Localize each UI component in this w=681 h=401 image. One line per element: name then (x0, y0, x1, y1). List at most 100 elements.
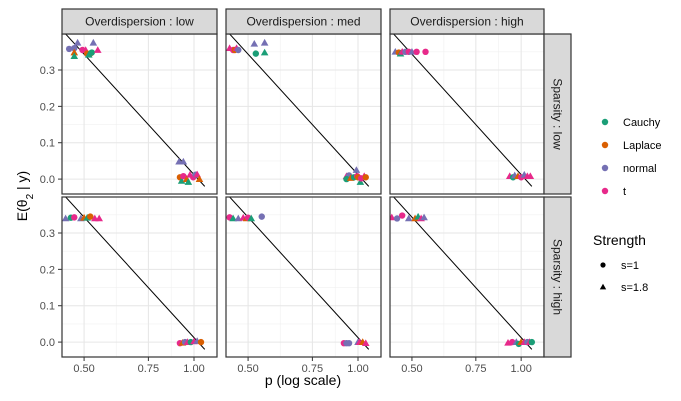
panel-1-2 (389, 196, 545, 358)
data-point-t-s18 (361, 339, 370, 347)
data-point-cauchy-s18 (229, 214, 237, 222)
strip-col-2: Overdispersion : high (389, 8, 545, 35)
strip-label-overdispersion: Overdispersion : high (410, 15, 523, 29)
data-point-cauchy-s18 (84, 50, 93, 58)
data-point-normal-s1 (393, 215, 401, 222)
panel-0-1 (225, 33, 382, 195)
legend: Cauchy Laplace normal t Strength s=1 s=1.8 (593, 117, 662, 294)
data-point-normal-s1 (258, 213, 265, 220)
data-point-cauchy-s18 (70, 52, 79, 60)
y-tick-label: 0.1 (40, 138, 55, 150)
axes-layer: 0.0 0.1 0.2 0.3 0.0 0.1 0.2 0.3 0.50 0.75 1.00 0.50… (40, 65, 532, 375)
data-point-laplace-s1 (197, 338, 205, 346)
data-point-cauchy-s18 (247, 214, 256, 222)
y-tick-label: 0.3 (40, 65, 55, 77)
strip-row-0: Sparsity : low (543, 33, 572, 195)
x-tick-label: 0.50 (237, 363, 258, 375)
data-point-normal-s18 (260, 38, 269, 46)
data-point-cauchy-s18 (177, 177, 186, 184)
panel-border (61, 196, 218, 358)
x-tick-label: 1.00 (183, 363, 204, 375)
legend-label-cauchy: Cauchy (623, 117, 661, 129)
data-point-normal-s18 (250, 40, 259, 47)
panel-0-0 (61, 33, 218, 195)
strip-label-overdispersion: Overdispersion : low (85, 15, 194, 29)
legend-title-strength: Strength (593, 232, 646, 248)
legend-label-laplace: Laplace (623, 140, 662, 152)
data-point-t-s1 (398, 212, 406, 219)
strips-layer: Overdispersion : low Overdispersion : med… (61, 8, 572, 358)
data-point-normal-s18 (179, 157, 188, 165)
data-point-laplace-s18 (195, 175, 204, 182)
y-tick-label: 0.2 (40, 101, 55, 113)
y-tick-label: 0.0 (40, 174, 55, 186)
data-point-t-s18 (93, 46, 102, 53)
panel-background (226, 34, 381, 194)
data-point-t-s1 (71, 214, 78, 221)
panel-content (391, 34, 535, 187)
strip-background (225, 8, 382, 35)
panel-background (226, 197, 381, 357)
legend-key-circle (600, 262, 606, 268)
x-axis-title: p (log scale) (265, 372, 341, 388)
data-point-laplace-s18 (70, 48, 79, 56)
data-point-t-s1 (413, 48, 420, 56)
panel-content (390, 197, 536, 350)
strip-col-1: Overdispersion : med (225, 8, 382, 35)
panel-background (62, 197, 217, 357)
data-point-normal-s18 (404, 214, 413, 222)
strip-background (543, 33, 572, 195)
data-point-t-s1 (180, 172, 187, 180)
legend-label-strength: s=1.8 (621, 282, 648, 294)
x-tick-label: 0.75 (138, 363, 159, 375)
panel-content (62, 197, 206, 350)
y-tick-label: 0.1 (40, 301, 55, 313)
panels-layer (61, 33, 545, 358)
panel-background (390, 197, 544, 357)
data-point-normal-s1 (65, 45, 73, 53)
panel-border (225, 196, 382, 358)
panel-background (390, 34, 544, 194)
y-axis-title: E(θ2 | y) (14, 171, 36, 221)
y-tick-label: 0.3 (40, 228, 55, 240)
x-tick-label: 0.75 (302, 363, 323, 375)
x-tick-label: 1.00 (510, 363, 531, 375)
y-tick-label: 0.0 (40, 337, 55, 349)
data-point-laplace-s1 (362, 174, 369, 181)
data-point-cauchy-s1 (252, 50, 260, 57)
legend-label-strength: s=1 (621, 260, 639, 272)
data-point-normal-s18 (420, 213, 428, 221)
data-point-t-s18 (193, 170, 201, 178)
legend-key-cauchy (601, 118, 609, 126)
data-point-normal-s18 (89, 38, 98, 46)
legend-key-t (601, 187, 609, 195)
strip-background (61, 8, 218, 35)
data-point-normal-s18 (352, 166, 361, 173)
x-tick-label: 1.00 (347, 363, 368, 375)
panel-content (226, 197, 370, 350)
data-point-normal-s1 (71, 44, 78, 52)
data-point-normal-s18 (62, 214, 70, 222)
legend-label-normal: normal (623, 163, 657, 175)
data-point-normal-s1 (345, 339, 353, 347)
y-tick-label: 0.2 (40, 264, 55, 276)
panel-1-1 (225, 196, 382, 358)
x-tick-label: 0.50 (73, 363, 94, 375)
panel-content (64, 34, 206, 187)
data-point-normal-s1 (235, 46, 242, 54)
legend-key-triangle (599, 283, 607, 290)
panel-1-0 (61, 196, 218, 358)
reference-line (392, 34, 533, 187)
panel-background (62, 34, 217, 194)
panel-0-2 (389, 33, 545, 195)
strip-row-1: Sparsity : high (543, 196, 572, 358)
strip-col-0: Overdispersion : low (61, 8, 218, 35)
panel-content (226, 34, 370, 187)
strip-background (543, 196, 572, 358)
data-point-t-s1 (422, 48, 429, 56)
reference-line (228, 34, 370, 187)
x-tick-label: 0.50 (401, 363, 422, 375)
data-point-normal-s18 (73, 38, 82, 46)
data-point-cauchy-s18 (356, 178, 365, 185)
